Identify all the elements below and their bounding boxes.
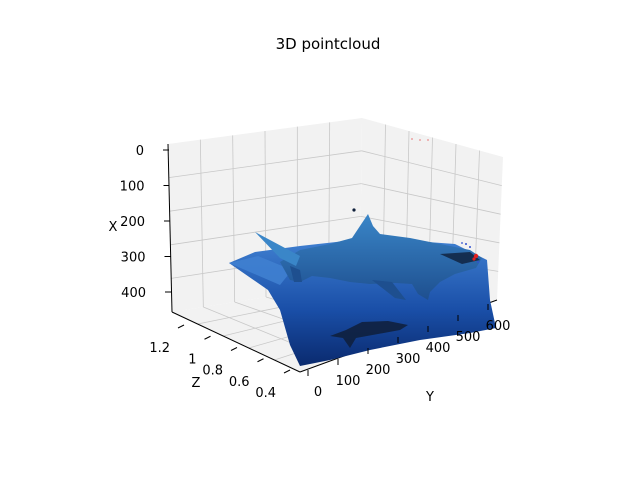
- gridline: [232, 135, 236, 303]
- gridline: [361, 150, 502, 186]
- x-axis-ticks: 0 100 200 300 400: [120, 144, 171, 301]
- y-axis-tick-label: 600: [486, 319, 511, 334]
- z-axis-tick: [204, 335, 211, 340]
- z-axis-tick-label: 0.8: [202, 364, 223, 379]
- y-axis-tick-label: 0: [314, 385, 322, 400]
- gridline: [168, 150, 362, 178]
- z-axis-title: Z: [192, 376, 201, 391]
- chart-title: 3D pointcloud: [276, 35, 381, 53]
- y-axis-tick-label: 100: [336, 374, 361, 389]
- outlier-point: [473, 253, 479, 259]
- outlier-point: [411, 138, 413, 140]
- y-axis-tick-label: 500: [456, 330, 481, 345]
- shark-fin: [372, 280, 406, 300]
- gridline: [169, 183, 362, 212]
- x-axis-line: [167, 143, 173, 313]
- x-axis-tick-label: 300: [121, 251, 146, 266]
- x-axis-title: X: [109, 220, 118, 235]
- z-axis-tick: [283, 369, 291, 374]
- z-axis-tick: [230, 347, 238, 351]
- z-axis-tick-label: 0.4: [255, 386, 276, 401]
- outlier-point: [419, 139, 421, 141]
- outlier-point: [472, 257, 476, 261]
- shark-shadow: [330, 321, 408, 348]
- z-axis-tick: [177, 324, 185, 329]
- gridline: [199, 139, 204, 308]
- shark-body: [280, 214, 482, 300]
- x-axis-tick-label: 200: [120, 215, 145, 230]
- z-axis-tick-label: 1: [188, 352, 196, 367]
- x-axis-tick-label: 0: [136, 144, 144, 159]
- y-axis-ticks: 0 100 200 300 400 500 600: [307, 304, 511, 400]
- gridline: [170, 216, 361, 246]
- outlier-point: [465, 243, 467, 245]
- x-axis-tick-label: 400: [121, 286, 146, 301]
- shark-tail-lower: [290, 266, 302, 282]
- x-axis-tick-label: 100: [120, 180, 145, 195]
- surface-flap: [229, 256, 292, 285]
- gridline: [361, 183, 501, 215]
- outlier-point: [461, 242, 463, 244]
- z-axis-tick-label: 1.2: [149, 341, 170, 356]
- outlier-point: [469, 246, 471, 248]
- shark-tail-upper: [255, 232, 300, 266]
- gridline: [360, 216, 500, 244]
- point-cloud: [229, 138, 496, 366]
- outlier-point: [427, 139, 429, 141]
- z-axis-tick-label: 0.6: [229, 375, 250, 390]
- z-axis-ticks: 0.4 0.6 0.8 1 1.2: [149, 324, 291, 401]
- z-axis-line: [171, 311, 301, 373]
- y-axis-tick-label: 300: [396, 352, 421, 367]
- y-axis-title: Y: [425, 390, 434, 405]
- shark-head: [440, 252, 480, 264]
- y-axis-tick-label: 200: [366, 363, 391, 378]
- outlier-point: [477, 261, 479, 263]
- z-axis-tick: [257, 358, 264, 363]
- outlier-point: [352, 208, 356, 212]
- y-axis-tick-label: 400: [426, 341, 451, 356]
